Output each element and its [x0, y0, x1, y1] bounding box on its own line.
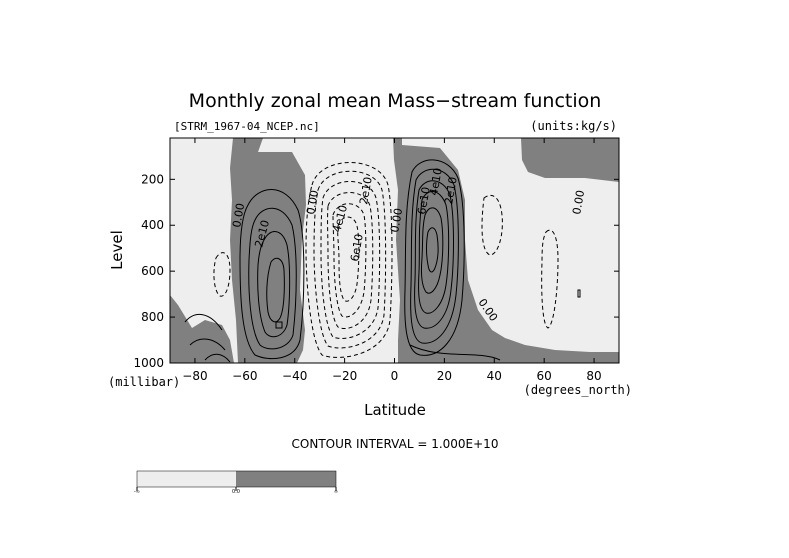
contour-line: [481, 194, 503, 256]
axes: −80 −60 −40 −20 0 20 40 60 80 200 400 600 800 1000: [133, 138, 619, 383]
x-tick-label: 80: [586, 369, 601, 383]
contour-line: [421, 207, 444, 294]
contour-line: [414, 180, 454, 329]
y-tick-label: 200: [141, 172, 164, 186]
contour-line: [239, 189, 305, 360]
colorbar-negative-swatch: [137, 471, 236, 487]
x-tick-label: 40: [487, 369, 502, 383]
file-label: [STRM_1967-04_NCEP.nc]: [174, 120, 320, 133]
dashed-contours: [213, 162, 559, 358]
contour-line: [257, 231, 291, 338]
contour-line: [337, 216, 360, 302]
colorbar-label-mid: 0.0: [232, 489, 240, 495]
x-axis-title: Latitude: [364, 401, 426, 419]
y-axis-unit: (millibar): [108, 375, 180, 389]
plot-area: 0.00 2e10 0.00 4e10 2e10 6e10 0.00 6e10 …: [169, 137, 620, 364]
y-tick-label: 600: [141, 264, 164, 278]
positive-region-polar-north: [521, 138, 619, 182]
contour-label: 6e10: [415, 186, 433, 216]
colorbar-label-min: -∞: [134, 489, 140, 495]
positive-region-antarctic: [170, 295, 234, 363]
colorbar-label-max: ∞: [334, 489, 338, 495]
contour-line: [327, 192, 374, 329]
colorbar-positive-swatch: [236, 471, 336, 487]
solid-contours: [184, 159, 581, 363]
contour-line: [541, 229, 559, 329]
contour-label: 0.00: [388, 207, 405, 233]
contour-line: [313, 170, 387, 349]
x-tick-label: −60: [232, 369, 257, 383]
contour-line: [320, 181, 381, 339]
contour-line: [418, 191, 450, 314]
colorbar: -∞ 0.0 ∞: [134, 470, 338, 495]
contour-line: [426, 227, 439, 273]
units-label: (units:kg/s): [530, 119, 617, 133]
contour-line: [275, 321, 283, 329]
y-axis-title: Level: [108, 230, 126, 270]
y-tick-label: 400: [141, 218, 164, 232]
contour-line: [332, 203, 367, 318]
contour-label: 2e10: [442, 176, 460, 206]
x-tick-label: −40: [282, 369, 307, 383]
contour-line: [410, 168, 459, 344]
x-tick-label: 60: [537, 369, 552, 383]
contour-line: [577, 289, 581, 298]
y-tick-label: 800: [141, 310, 164, 324]
contour-line: [266, 257, 285, 323]
contour-label: 4e10: [427, 167, 445, 197]
contour-label: 6e10: [348, 233, 366, 263]
x-tick-label: −20: [332, 369, 357, 383]
contour-label: 0.00: [230, 202, 247, 228]
contour-line: [248, 207, 297, 350]
y-tick-label: 1000: [133, 356, 164, 370]
contour-label: 2e10: [357, 176, 375, 206]
contour-line: [305, 162, 393, 358]
x-tick-label: 20: [437, 369, 452, 383]
x-axis-unit: (degrees_north): [524, 383, 632, 397]
x-tick-label: −80: [182, 369, 207, 383]
contour-line: [404, 159, 465, 356]
contour-label: 0.00: [304, 189, 321, 215]
chart-title: Monthly zonal mean Mass−stream function: [189, 90, 602, 112]
positive-region-south-cell: [230, 138, 306, 363]
x-tick-label: 0: [391, 369, 399, 383]
contour-line: [409, 344, 501, 361]
contour-line: [184, 314, 231, 363]
contour-label: 0.00: [570, 189, 587, 215]
contour-interval-text: CONTOUR INTERVAL = 1.000E+10: [292, 437, 499, 451]
